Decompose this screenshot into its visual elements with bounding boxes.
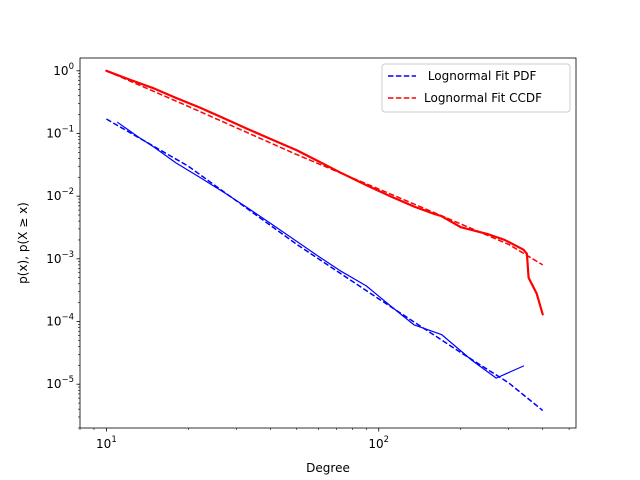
legend-label-ccdf-fit: Lognormal Fit CCDF	[424, 91, 542, 105]
series-line-pdf-fit	[106, 118, 544, 412]
y-tick-label-4: 10−1	[46, 124, 74, 140]
ticks-layer: 101 102 10−5 10−4 10−3 10−2 10−1 100	[46, 62, 570, 451]
series-layer	[105, 69, 544, 412]
x-tick-label-1: 102	[368, 435, 389, 451]
plot-frame	[79, 57, 577, 429]
y-tick-label-2: 10−3	[46, 250, 74, 266]
series-line-ccdf-fit	[106, 70, 544, 266]
y-tick-label-1: 10−4	[46, 313, 74, 329]
x-tick-label-0: 101	[96, 435, 117, 451]
legend-label-pdf-fit: Lognormal Fit PDF	[424, 69, 536, 83]
x-axis-label: Degree	[306, 461, 350, 475]
y-tick-label-5: 100	[53, 62, 74, 78]
y-axis-label: p(x), p(X ≥ x)	[16, 202, 30, 284]
y-tick-label-0: 10−5	[46, 375, 74, 391]
y-tick-label-3: 10−2	[46, 187, 74, 203]
legend-box	[381, 63, 571, 113]
series-line-ccdf-empirical	[105, 69, 544, 316]
series-line-pdf-empirical	[117, 121, 525, 379]
legend: Lognormal Fit PDF Lognormal Fit CCDF	[381, 63, 571, 113]
plot-area	[80, 58, 576, 428]
